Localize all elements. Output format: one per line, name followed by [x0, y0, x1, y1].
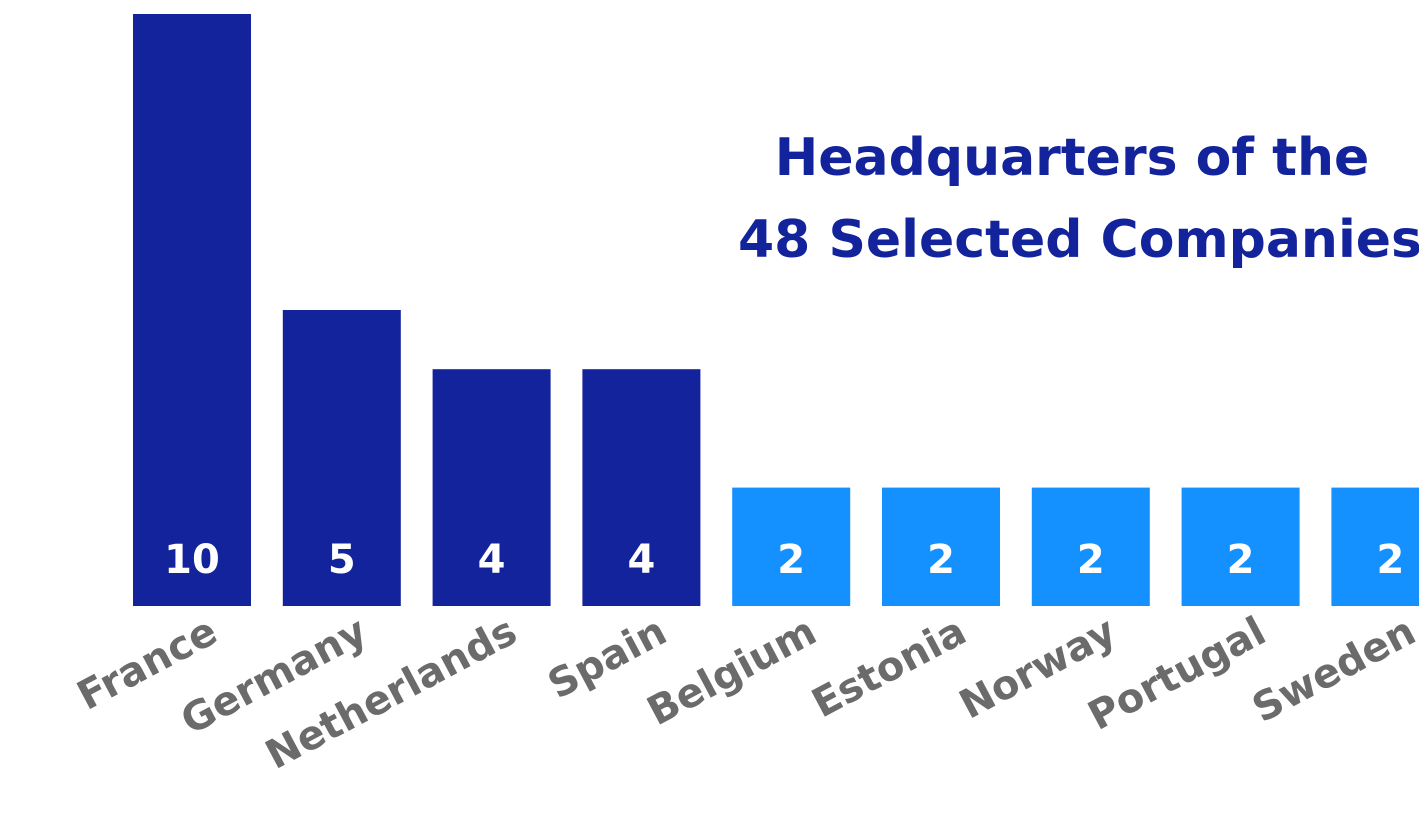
- category-label-belgium: Belgium: [640, 608, 824, 735]
- category-label-estonia: Estonia: [805, 608, 974, 727]
- bars-group: [133, 14, 1419, 606]
- bar-spain: [582, 369, 701, 606]
- category-label-sweden: Sweden: [1245, 608, 1419, 732]
- value-label-sweden: 2: [1376, 537, 1404, 583]
- bar-belgium: [732, 487, 851, 606]
- bar-sweden: [1331, 487, 1419, 606]
- category-label-netherlands: Netherlands: [258, 608, 524, 779]
- value-label-estonia: 2: [927, 537, 955, 583]
- value-label-germany: 5: [328, 537, 356, 583]
- value-label-portugal: 2: [1227, 537, 1255, 583]
- value-label-spain: 4: [627, 537, 655, 583]
- value-label-netherlands: 4: [478, 537, 506, 583]
- value-labels-group: 10 5 4 4 2 2 2 2 2: [164, 537, 1404, 583]
- bar-norway: [1031, 487, 1150, 606]
- value-label-france: 10: [164, 537, 220, 583]
- bar-estonia: [882, 487, 1000, 606]
- bar-germany: [282, 310, 401, 606]
- chart-title-line-2: 48 Selected Companies: [738, 210, 1419, 270]
- value-label-norway: 2: [1077, 537, 1105, 583]
- bar-france: [133, 14, 251, 606]
- chart-title-line-1: Headquarters of the: [775, 128, 1370, 188]
- value-label-belgium: 2: [777, 537, 805, 583]
- bar-portugal: [1181, 487, 1300, 606]
- bar-netherlands: [432, 369, 551, 606]
